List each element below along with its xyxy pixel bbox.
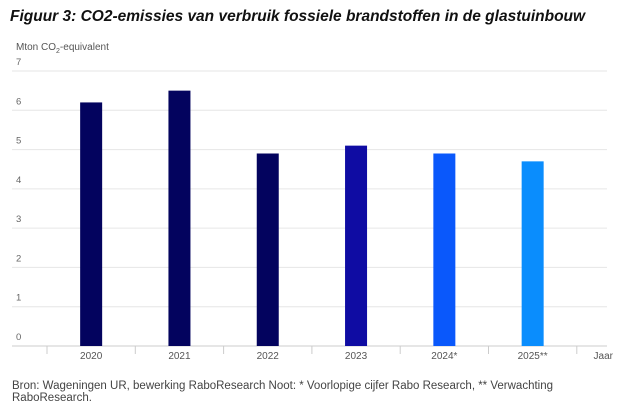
y-axis-label-sub: 2 xyxy=(56,48,60,55)
x-tick-label: 2022 xyxy=(257,351,280,362)
bar-2021 xyxy=(168,90,191,347)
y-axis-label-suffix: -equivalent xyxy=(59,42,109,53)
x-tick-label: 2021 xyxy=(168,351,191,362)
source-note: Bron: Wageningen UR, bewerking RaboResea… xyxy=(12,380,554,404)
x-tick-label: 2020 xyxy=(80,351,103,362)
y-tick-label: 6 xyxy=(16,96,21,107)
bar-2024 xyxy=(433,153,456,346)
y-tick-label: 2 xyxy=(16,253,21,264)
y-axis-label: Mton CO2-equivalent xyxy=(16,42,109,55)
bar-2022 xyxy=(256,153,279,346)
y-tick-label: 1 xyxy=(16,293,21,304)
y-tick-label: 0 xyxy=(16,332,21,343)
x-tick-label: 2024* xyxy=(431,351,457,362)
y-tick-label: 3 xyxy=(16,214,21,225)
y-tick-label: 7 xyxy=(16,57,21,68)
chart-title: Figuur 3: CO2-emissies van verbruik foss… xyxy=(10,8,586,25)
y-axis-label-prefix: Mton CO xyxy=(16,42,57,53)
x-tick-label: 2025** xyxy=(518,351,548,362)
bar-2025 xyxy=(521,161,544,346)
x-axis-label: Jaar xyxy=(594,351,614,362)
y-tick-label: 5 xyxy=(16,136,21,147)
bar-2020 xyxy=(80,102,103,346)
y-tick-label: 4 xyxy=(16,175,21,186)
bar-2023 xyxy=(345,145,368,346)
x-tick-label: 2023 xyxy=(345,351,368,362)
